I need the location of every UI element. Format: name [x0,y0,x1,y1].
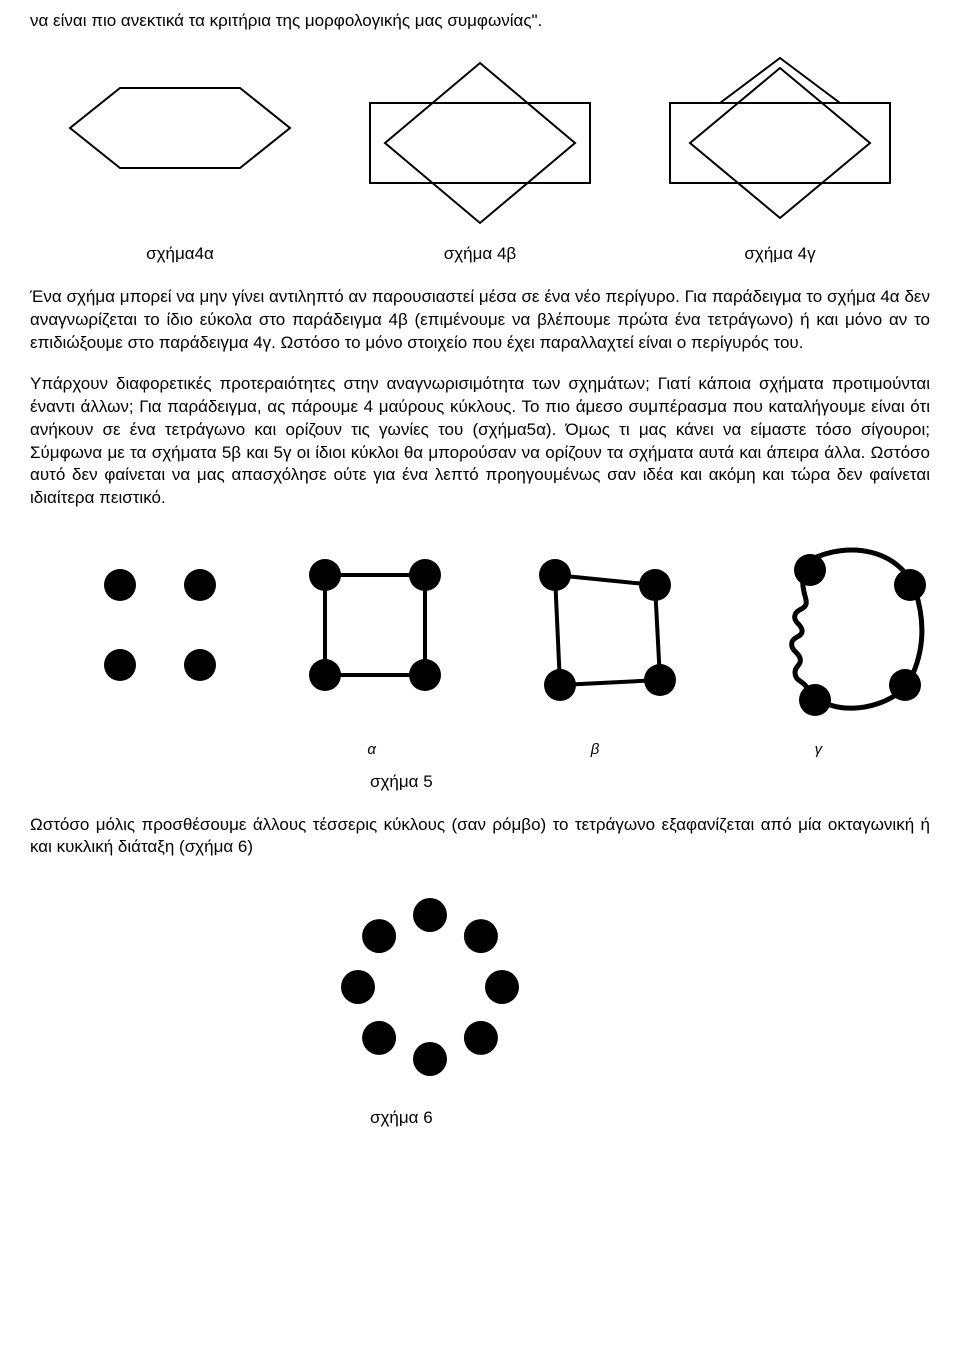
caption-6: σχήμα 6 [30,1107,930,1130]
profile-silhouette [740,530,940,730]
paragraph-3: Υπάρχουν διαφορετικές προτεραιότητες στη… [30,373,930,511]
figure-5b [280,530,480,730]
figure-4c [645,53,915,233]
figure-4a [45,53,315,233]
intro-paragraph: να είναι πιο ανεκτικά τα κριτήρια της μο… [30,10,930,33]
quad-dots [500,530,720,730]
subcaption-a: α [260,740,483,760]
figure-4-row [30,53,930,233]
rect-diamond-shape [345,53,615,233]
figure-5-subcaptions: α β γ [30,740,930,760]
figure-5a [70,535,260,725]
hexagon-shape [45,53,315,233]
paragraph-4: Ωστόσο μόλις προσθέσουμε άλλους τέσσερις… [30,814,930,860]
caption-4c: σχήμα 4γ [630,243,930,266]
figure-5-row [30,530,930,730]
figure-4-captions: σχήμα4α σχήμα 4β σχήμα 4γ [30,243,930,266]
figure-5d-profile [740,530,940,730]
paragraph-2: Ένα σχήμα μπορεί να μην γίνει αντιληπτό … [30,286,930,355]
figure-4b [345,53,615,233]
figure-5c [500,530,720,730]
figure-6 [30,877,930,1097]
subcaption-c: γ [707,740,930,760]
subcaption-b: β [483,740,706,760]
caption-4a: σχήμα4α [30,243,330,266]
rect-diamond-triangle-shape [645,53,915,233]
eight-dots-circle [320,877,540,1097]
caption-5: σχήμα 5 [30,771,930,794]
caption-4b: σχήμα 4β [330,243,630,266]
four-dots [70,535,260,725]
square-dots [280,530,480,730]
